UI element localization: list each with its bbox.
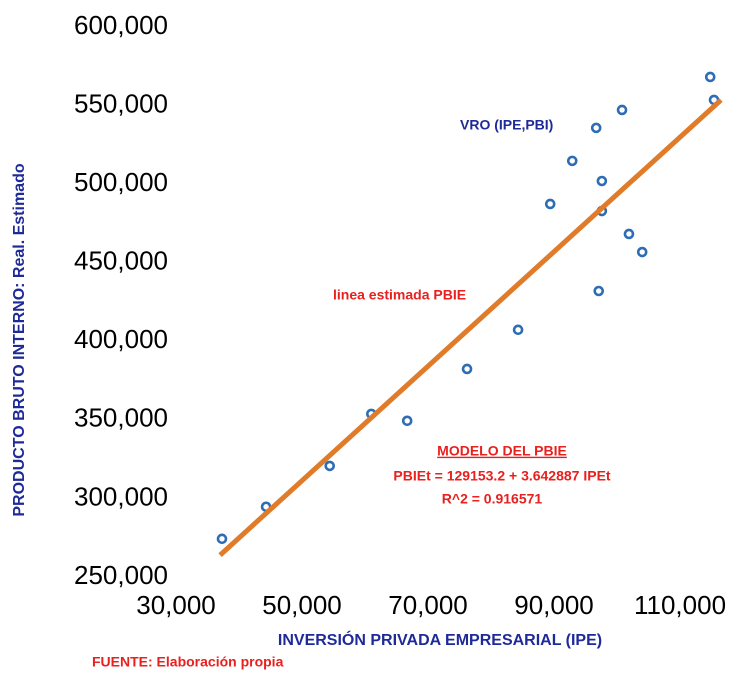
y-axis-label: PRODUCTO BRUTO INTERNO: Real. Estimado (11, 163, 28, 516)
series-label: linea estimada PBIE (333, 287, 466, 303)
y-tick-label: 400,000 (74, 324, 168, 354)
y-tick-label: 450,000 (74, 246, 168, 276)
point (623, 228, 635, 240)
y-tick-label: 250,000 (74, 560, 168, 590)
y-tick-label: 500,000 (74, 167, 168, 197)
x-tick-label: 110,000 (634, 590, 726, 620)
fit-line (218, 98, 723, 557)
x-tick-label: 90,000 (514, 590, 594, 620)
point (216, 533, 228, 545)
x-tick-label: 70,000 (388, 590, 468, 620)
y-tick-label: 350,000 (74, 403, 168, 433)
point (593, 285, 605, 297)
source-note: FUENTE: Elaboración propia (92, 654, 284, 670)
x-axis-label: INVERSIÓN PRIVADA EMPRESARIAL (IPE) (278, 630, 602, 649)
x-tick-label: 50,000 (262, 590, 342, 620)
point (324, 460, 336, 472)
point (461, 363, 473, 375)
point (401, 415, 413, 427)
annotation: R^2 = 0.916571 (442, 491, 543, 507)
point (616, 104, 628, 116)
series-label: VRO (IPE,PBI) (460, 117, 553, 133)
point (566, 155, 578, 167)
point (596, 175, 608, 187)
y-tick-label: 300,000 (74, 481, 168, 511)
annotation: PBIEt = 129153.2 + 3.642887 IPEt (393, 468, 610, 484)
point (704, 71, 716, 83)
annotation: MODELO DEL PBIE (437, 443, 567, 459)
y-tick-label: 600,000 (74, 10, 168, 40)
point (590, 122, 602, 134)
point (512, 324, 524, 336)
x-tick-label: 30,000 (136, 590, 216, 620)
point (636, 246, 648, 258)
y-tick-label: 550,000 (74, 88, 168, 118)
point (544, 198, 556, 210)
